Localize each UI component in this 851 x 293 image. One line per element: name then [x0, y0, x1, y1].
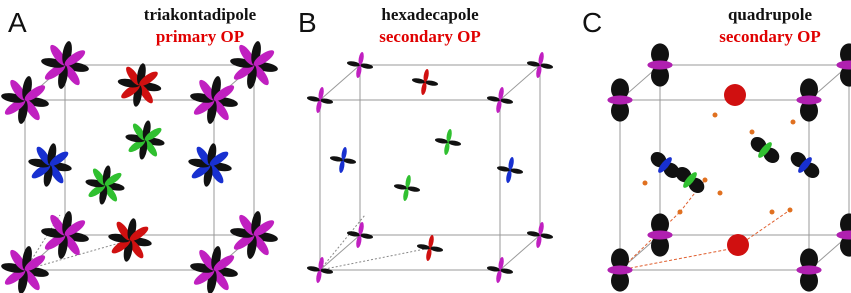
orbital: [189, 245, 238, 293]
orbital: [229, 210, 278, 259]
orbital: [40, 210, 89, 259]
panel-title: quadrupole: [728, 5, 813, 24]
orbital: [0, 75, 49, 124]
orbital: [117, 63, 162, 108]
orbital: [607, 78, 632, 121]
panel-c: C quadrupole secondary OP: [582, 5, 821, 46]
guide: [320, 248, 430, 270]
panel-a: A triakontadipole primary OP: [8, 5, 257, 46]
cube: [0, 40, 278, 293]
atom: [703, 178, 708, 183]
atom: [643, 181, 648, 186]
guide: [620, 212, 680, 270]
panel-letter: C: [582, 7, 602, 38]
cube-edge: [320, 65, 360, 100]
orbital: [487, 87, 514, 114]
panel-b: B hexadecapole secondary OP: [298, 5, 481, 46]
orbital: [487, 257, 514, 284]
orbital: [497, 157, 524, 184]
guide: [620, 248, 735, 270]
orbital: [108, 218, 153, 263]
orbital: [746, 132, 784, 169]
orbital: [836, 213, 851, 256]
cube: [307, 52, 554, 284]
ring: [607, 266, 632, 275]
illustrations: [0, 40, 851, 293]
ring: [647, 231, 672, 240]
orbital: [330, 147, 357, 174]
orbital: [28, 143, 73, 188]
ring: [647, 61, 672, 70]
orbital: [188, 143, 233, 188]
atom: [788, 208, 793, 213]
panel-subtitle: secondary OP: [379, 27, 481, 46]
atom: [791, 120, 796, 125]
orbital: [647, 213, 672, 256]
ring: [796, 96, 821, 105]
orbital: [417, 235, 444, 262]
panel-title: hexadecapole: [381, 5, 479, 24]
sphere: [727, 234, 749, 256]
orbital: [527, 52, 554, 79]
orbital: [527, 222, 554, 249]
sphere: [724, 84, 746, 106]
cube-edge: [500, 235, 540, 270]
panel-letter: B: [298, 7, 317, 38]
panel-subtitle: secondary OP: [719, 27, 821, 46]
atom: [678, 210, 683, 215]
ring: [607, 96, 632, 105]
orbital: [307, 257, 334, 284]
orbital: [647, 43, 672, 86]
orbital: [347, 52, 374, 79]
orbital: [412, 69, 439, 96]
orbital: [394, 175, 421, 202]
orbital: [307, 87, 334, 114]
panel-subtitle: primary OP: [156, 27, 244, 46]
orbital: [40, 40, 89, 89]
orbital: [189, 75, 238, 124]
atom: [750, 130, 755, 135]
orbital: [0, 245, 49, 293]
cube: [607, 43, 851, 291]
panel-letter: A: [8, 7, 27, 38]
orbital: [836, 43, 851, 86]
panel-title: triakontadipole: [144, 5, 257, 24]
orbital: [796, 248, 821, 291]
orbital: [435, 129, 462, 156]
atom: [718, 191, 723, 196]
orbital: [229, 40, 278, 89]
ring: [796, 266, 821, 275]
orbital: [125, 120, 165, 160]
ring: [836, 231, 851, 240]
figure: A triakontadipole primary OP B hexadecap…: [0, 0, 851, 293]
orbital: [786, 147, 824, 184]
orbital: [347, 222, 374, 249]
ring: [836, 61, 851, 70]
atom: [713, 113, 718, 118]
cube-edge: [500, 65, 540, 100]
orbital: [796, 78, 821, 121]
orbital: [607, 248, 632, 291]
orbital: [85, 165, 125, 205]
cube-edge: [320, 235, 360, 270]
atom: [770, 210, 775, 215]
